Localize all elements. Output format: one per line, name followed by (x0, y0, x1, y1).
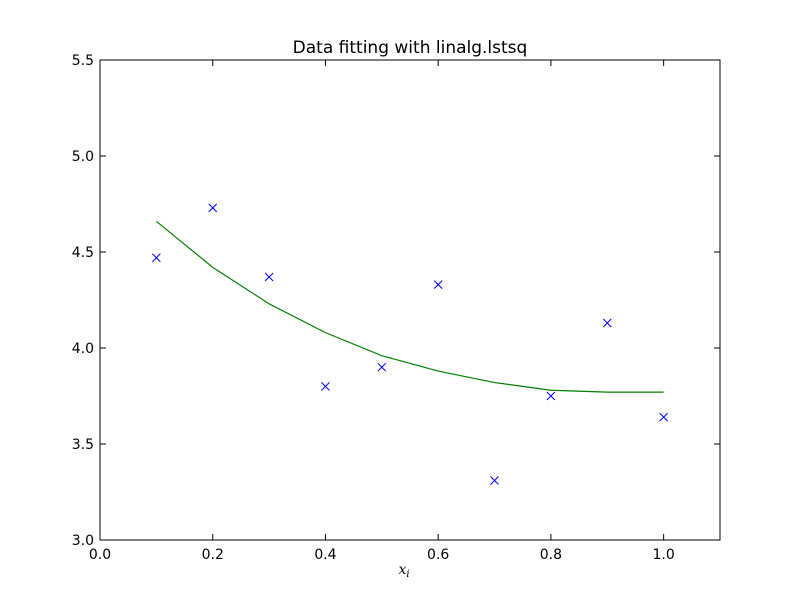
data-point-marker (321, 382, 330, 391)
data-point-marker (433, 280, 443, 289)
x-axis-label: xi (398, 562, 409, 580)
plot-frame (99, 59, 721, 541)
data-point-marker (490, 476, 499, 485)
data-point-marker (208, 203, 218, 213)
x-tick-label: 1.0 (653, 547, 675, 563)
data-point-marker (377, 362, 387, 372)
y-tick-label: 5.0 (72, 149, 94, 165)
y-tick-label: 3.5 (72, 437, 94, 453)
x-tick-label: 0.6 (427, 547, 449, 563)
data-point-marker (602, 318, 612, 328)
data-point-marker (264, 272, 274, 282)
chart-title: Data fitting with linalg.lstsq (293, 38, 528, 58)
x-tick-label: 0.2 (202, 547, 224, 563)
data-point-marker (659, 412, 668, 422)
y-tick-label: 4.0 (72, 341, 94, 357)
data-point-marker (152, 253, 161, 263)
y-tick-label: 3.0 (72, 533, 94, 549)
fit-line (155, 220, 664, 393)
data-point-marker (546, 391, 556, 401)
x-tick-label: 0.8 (540, 547, 562, 563)
axes: 0.0 0.2 0.4 0.6 0.8 1.0 3.0 3.5 4.0 4.5 5.0 5.5 (72, 53, 720, 563)
y-tick-label: 5.5 (72, 53, 94, 69)
plot-marks (152, 203, 668, 485)
x-axis-label-main: x (398, 562, 406, 578)
x-axis-label-subscript: i (406, 569, 409, 580)
x-tick-label: 0.4 (314, 547, 336, 563)
x-tick-label: 0.0 (89, 547, 111, 563)
y-tick-label: 4.5 (72, 245, 94, 261)
